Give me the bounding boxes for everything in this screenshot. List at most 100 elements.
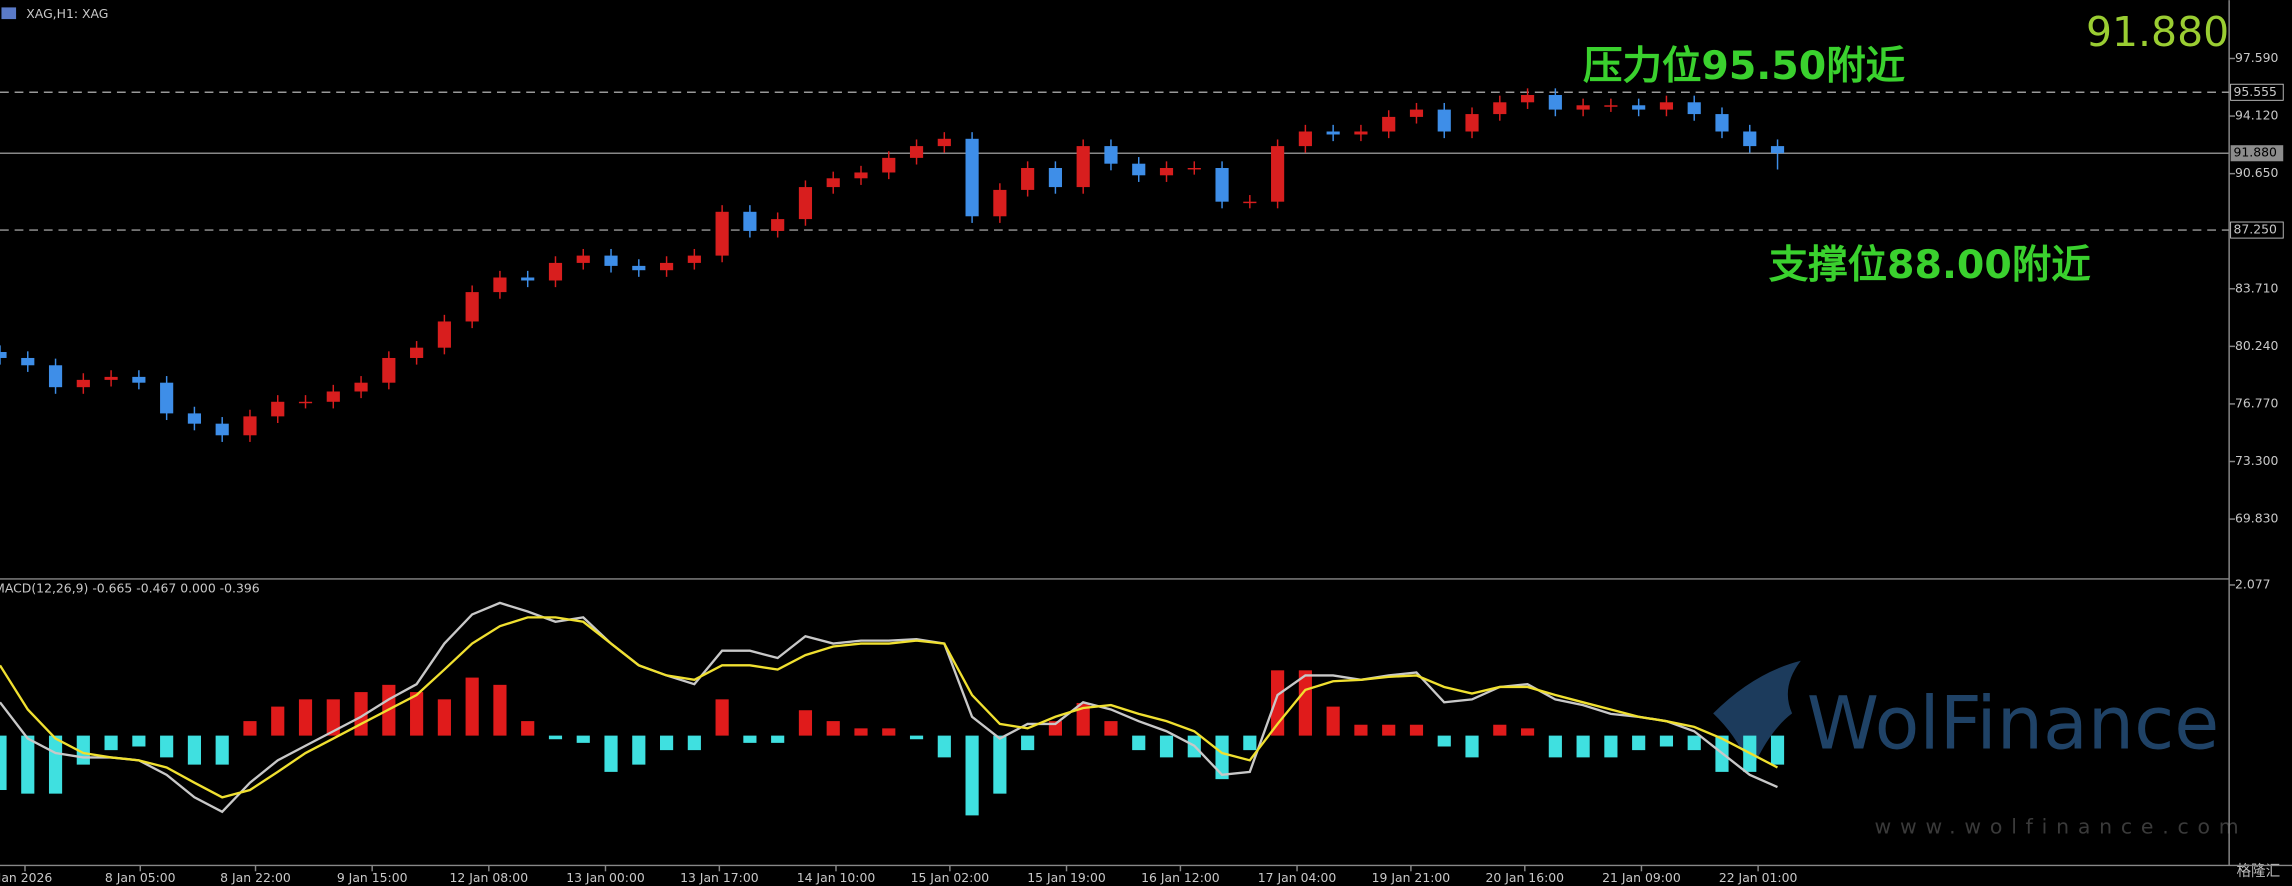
price-display: 91.880 [2086,8,2229,56]
candle-body [1770,146,1785,154]
candle-body [132,376,146,383]
x-tick-label: 21 Jan 09:00 [1602,870,1681,885]
histogram-bar [1159,735,1174,758]
symbol-label: XAG,H1: XAG [26,6,108,21]
candle-body [1715,114,1729,132]
level-label: 87.250 [2234,222,2278,237]
candle-body [298,401,313,404]
candle-body [1326,131,1340,135]
y-tick-label: 97.590 [2235,50,2279,65]
y-tick-label: 80.240 [2235,338,2279,353]
histogram-bar [1576,735,1590,758]
histogram-bar [326,699,340,736]
candle-body [1687,102,1701,115]
histogram-bar [1659,735,1674,747]
candle-body [493,277,507,293]
x-tick-label: 8 Jan 22:00 [220,870,291,885]
candle-body [215,423,229,436]
histogram-bar [215,735,229,765]
histogram-bar [271,706,285,736]
y-tick-label: 2.077 [2235,576,2271,591]
candle-body [715,211,729,256]
candle-body [465,292,479,322]
x-tick-label: Jan 2026 [0,870,52,885]
level-label: 91.880 [2234,145,2278,160]
macd-label: MACD(12,26,9) -0.665 -0.467 0.000 -0.396 [0,581,260,596]
histogram-bar [1354,724,1368,736]
histogram-bar [715,699,729,736]
histogram-bar [937,735,951,758]
x-tick-label: 9 Jan 15:00 [337,870,408,885]
histogram-bar [1687,735,1701,751]
candle-body [743,211,757,231]
histogram-bar [1132,735,1146,751]
level-label: 95.555 [2234,84,2277,99]
x-tick-label: 22 Jan 01:00 [1719,870,1798,885]
candle-body [326,391,340,402]
watermark-text: WolFinance [1807,682,2220,767]
histogram-bar [521,721,535,736]
watermark-logo [1713,660,1801,772]
candle-body [1076,146,1090,188]
candle-body [659,262,674,271]
y-tick-label: 83.710 [2235,280,2279,295]
histogram-bar [826,721,840,736]
histogram-bar [187,735,201,765]
x-tick-label: 14 Jan 10:00 [797,870,876,885]
histogram-bar [798,710,813,736]
candle-body [521,277,535,281]
candle-body [1743,131,1757,147]
candle-body [1409,109,1424,117]
histogram-bar [1409,724,1424,736]
histogram-bar [743,735,757,743]
candle-body [1632,105,1646,110]
candle-body [0,352,7,358]
macd-line [0,601,1778,814]
y-tick-label: 76.770 [2235,395,2279,410]
candle-body [1576,105,1590,110]
candle-body [1604,105,1618,107]
candle-body [1104,146,1118,164]
signal-line [0,616,1779,799]
level-label-box [2230,221,2284,239]
candle-body [1243,201,1257,204]
candle-body [76,379,90,388]
y-tick-label: 69.830 [2235,511,2279,526]
histogram-bar [1465,735,1479,758]
candle-body [576,255,590,263]
watermark-group: WolFinance www.wolfinance.com [1713,660,2248,838]
candle-body [1048,168,1062,188]
candle-body [548,262,563,281]
candle-body [604,255,618,266]
histogram-bar [48,735,63,794]
histogram-bar [1437,735,1451,747]
icon [1,7,17,20]
candle-body [1548,94,1562,110]
histogram-bar [410,692,424,736]
histogram-bar [437,699,451,736]
histogram-bar [298,699,313,736]
candle-body [243,416,257,436]
level-label-box [2230,83,2284,101]
histogram-bar [21,735,35,794]
candle-body [937,138,951,147]
support-note: 支撑位88.00附近 [1769,242,2092,288]
histogram-bar [104,735,118,751]
source-badge: 格隆汇 [2236,862,2280,879]
y-tick-label: 73.300 [2235,453,2279,468]
histogram-bar [1604,735,1618,758]
candle-body [1271,146,1285,202]
candle-body [410,347,424,358]
x-tick-label: 13 Jan 17:00 [680,870,759,885]
histogram-bar [993,735,1007,794]
histogram-bar [659,735,674,751]
candle-body [1021,168,1035,190]
candle-body [1382,116,1396,132]
histogram-bar [1243,735,1257,751]
candle-body [187,413,201,424]
x-tick-label: 17 Jan 04:00 [1258,870,1337,885]
x-tick-label: 15 Jan 02:00 [911,870,990,885]
watermark-url: www.wolfinance.com [1875,814,2248,838]
candle-body [1465,114,1479,132]
